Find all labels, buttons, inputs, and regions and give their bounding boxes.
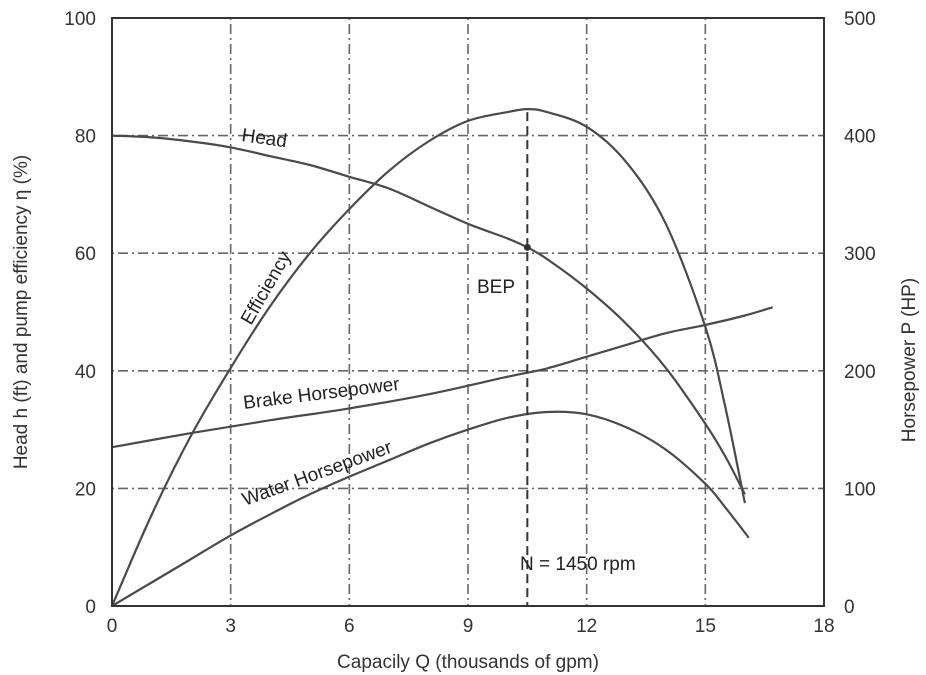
series-label-water-horsepower: Water Horsepower xyxy=(240,437,396,511)
bep-point xyxy=(523,243,531,251)
speed-annotation: N = 1450 rpm xyxy=(520,554,636,575)
series-label-brake-horsepower: Brake Horsepower xyxy=(242,374,401,414)
x-tick-label: 18 xyxy=(813,616,834,637)
x-tick-label: 0 xyxy=(107,616,118,637)
series-line-head xyxy=(111,134,746,495)
series-line-water-horsepower xyxy=(111,410,750,607)
y-right-tick-label: 0 xyxy=(844,597,855,618)
y-left-tick-label: 80 xyxy=(75,127,96,148)
x-tick-label: 12 xyxy=(576,616,597,637)
series-line-brake-horsepower xyxy=(111,306,773,449)
y-right-tick-label: 200 xyxy=(844,362,876,383)
x-tick-label: 3 xyxy=(225,616,236,637)
y-right-tick-label: 100 xyxy=(844,479,876,500)
y-left-tick-label: 20 xyxy=(75,479,96,500)
series-label-head: Head xyxy=(240,125,288,152)
y-left-tick-label: 60 xyxy=(75,244,96,265)
curves xyxy=(110,107,773,607)
bep-label: BEP xyxy=(477,277,515,298)
y-right-tick-label: 400 xyxy=(844,127,876,148)
plot-frame xyxy=(111,17,825,607)
x-axis-label: Capacily Q (thousands of gpm) xyxy=(337,652,599,673)
y-axis-right-label: Horsepower P (HP) xyxy=(899,278,920,442)
grid-lines xyxy=(112,18,824,606)
tick-labels: 0 3 6 9 12 15 18 0 20 40 60 80 100 0 100 200 300 400 500 xyxy=(64,9,875,637)
y-left-tick-label: 100 xyxy=(64,9,96,30)
bep-marker-group xyxy=(523,112,531,606)
y-right-tick-label: 500 xyxy=(844,9,876,30)
y-left-tick-label: 0 xyxy=(85,597,96,618)
series-label-efficiency: Efficiency xyxy=(237,247,296,328)
x-tick-label: 15 xyxy=(695,616,716,637)
series-line-efficiency xyxy=(110,107,746,607)
y-left-tick-label: 40 xyxy=(75,362,96,383)
x-tick-label: 9 xyxy=(463,616,474,637)
y-axis-left-label: Head h (ft) and pump efficiency η (%) xyxy=(11,155,32,469)
y-right-tick-label: 300 xyxy=(844,244,876,265)
x-tick-label: 6 xyxy=(344,616,355,637)
